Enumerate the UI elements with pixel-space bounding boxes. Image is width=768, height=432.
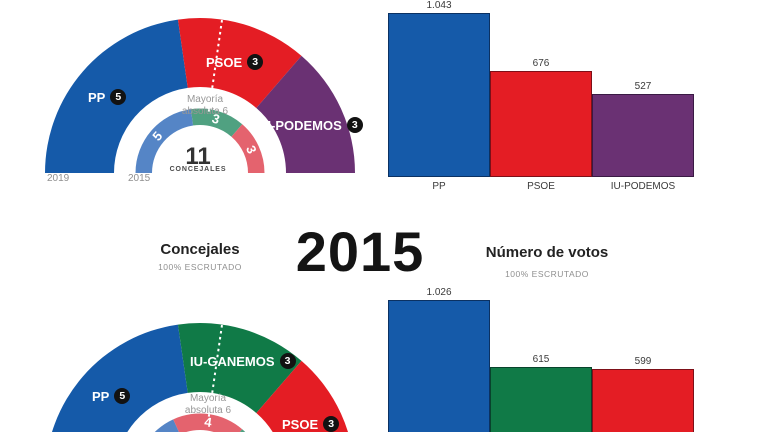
seat-badge: 3 xyxy=(279,353,296,369)
total-seats-value: 11 xyxy=(185,143,211,170)
party-label-iu-ganemos-2015: IU-GANEMOS 3 xyxy=(190,353,296,369)
party-name: PP xyxy=(92,388,110,404)
party-name: PSOE xyxy=(282,416,319,432)
inner-ring-seat-count: 4 xyxy=(203,414,213,430)
total-seats-caption: CONCEJALES xyxy=(169,166,227,173)
bar-psoe xyxy=(490,70,592,177)
votes-bar-xaxis-2019: PP PSOE IU-PODEMOS xyxy=(388,181,694,192)
bar-pp xyxy=(388,300,490,432)
bar-psoe xyxy=(592,369,694,432)
votes-bar-chart-2015: 1.026 615 599 xyxy=(388,287,694,432)
party-name: IU-PODEMOS xyxy=(258,117,342,133)
party-label-pp-2019: PP 5 xyxy=(88,89,127,105)
year-heading: 2015 xyxy=(295,220,425,283)
party-name: IU-GANEMOS xyxy=(190,353,275,369)
seat-segment xyxy=(173,413,243,432)
votes-column-subtitle: 100% ESCRUTADO xyxy=(505,269,589,279)
seat-segment xyxy=(239,429,246,432)
majority-line1: Mayoría xyxy=(186,94,224,105)
inner-ring-year-label: 2015 xyxy=(128,173,151,184)
votes-bar-chart-2019: 1.043 676 527 xyxy=(388,0,694,177)
bar-col-psoe: 676 xyxy=(490,58,592,177)
party-label-pp-2015: PP 5 xyxy=(92,388,131,404)
party-name: PSOE xyxy=(206,54,243,70)
majority-note-2015: Mayoría absoluta 6 xyxy=(185,393,231,416)
seat-segment xyxy=(154,419,179,432)
seat-badge: 3 xyxy=(323,416,340,432)
votes-column-title: Número de votos xyxy=(485,244,609,261)
majority-line2: absoluta 6 xyxy=(181,105,229,117)
party-label-psoe-2015: PSOE 3 xyxy=(282,416,340,432)
seat-segment xyxy=(256,55,355,174)
seat-badge: 3 xyxy=(247,54,264,70)
seat-segment xyxy=(190,108,243,137)
bar-value-label: 1.026 xyxy=(426,287,452,298)
bar-iu-podemos xyxy=(592,94,694,177)
majority-note-2019: Mayoría absoluta 6 xyxy=(182,94,228,117)
bar-value-label: 527 xyxy=(634,81,652,93)
seat-segment xyxy=(256,360,348,432)
bar-iu-ganemos xyxy=(490,366,592,432)
seat-segment xyxy=(177,323,302,414)
bar-col-pp: 1.026 xyxy=(388,287,490,432)
bar-col-pp: 1.043 xyxy=(388,0,490,177)
xaxis-label-iu-podemos: IU-PODEMOS xyxy=(610,181,676,192)
outer-ring-year-label: 2019 xyxy=(47,173,70,184)
seat-badge: 5 xyxy=(110,89,127,105)
majority-threshold-line xyxy=(207,319,224,417)
bar-value-label: 1.043 xyxy=(426,0,452,11)
seats-column-title: Concejales xyxy=(160,241,240,258)
party-label-iu-podemos-2019: IU-PODEMOS 3 xyxy=(258,117,363,133)
seat-badge: 3 xyxy=(346,117,363,133)
majority-line2: absoluta 6 xyxy=(184,404,232,416)
seat-segment xyxy=(52,324,188,432)
bar-col-iu-ganemos: 615 xyxy=(490,354,592,432)
majority-threshold-line xyxy=(207,14,224,112)
seat-segment xyxy=(231,124,265,173)
bar-col-iu-podemos: 527 xyxy=(592,81,694,177)
seat-segment xyxy=(177,18,302,109)
bar-value-label: 599 xyxy=(634,356,652,368)
bar-col-psoe: 599 xyxy=(592,356,694,432)
inner-ring-seat-count: 3 xyxy=(210,111,221,127)
majority-line1: Mayoría xyxy=(189,393,227,404)
xaxis-label-pp: PP xyxy=(432,181,446,192)
seat-segment xyxy=(135,109,194,173)
bar-value-label: 615 xyxy=(532,353,550,365)
seat-badge: 5 xyxy=(114,388,131,404)
party-label-psoe-2019: PSOE 3 xyxy=(206,54,264,70)
seats-column-subtitle: 100% ESCRUTADO xyxy=(158,262,242,272)
xaxis-label-psoe: PSOE xyxy=(527,181,555,192)
party-name: PP xyxy=(88,89,106,105)
bar-value-label: 676 xyxy=(532,57,550,69)
bar-pp xyxy=(388,13,490,177)
